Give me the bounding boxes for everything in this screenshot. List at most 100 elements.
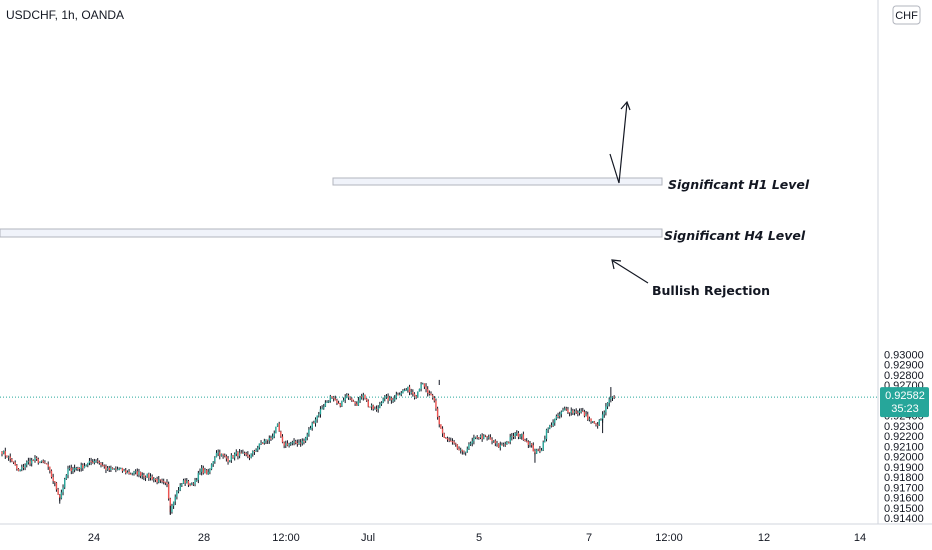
candle bbox=[200, 464, 203, 476]
candle bbox=[415, 394, 417, 399]
candle bbox=[229, 460, 231, 463]
candle bbox=[311, 421, 313, 431]
candle bbox=[582, 407, 584, 413]
candle bbox=[455, 442, 457, 447]
candle bbox=[318, 411, 320, 418]
candle bbox=[187, 479, 190, 488]
candle bbox=[257, 445, 259, 453]
candle bbox=[92, 459, 94, 464]
candle bbox=[67, 465, 69, 479]
candle bbox=[125, 468, 127, 475]
candle bbox=[425, 383, 427, 393]
candle bbox=[77, 466, 79, 472]
time-axis[interactable]: 24 28 12:00 Jul 5 7 12:00 12 14 bbox=[0, 523, 932, 544]
candle bbox=[285, 440, 287, 449]
candle bbox=[427, 386, 429, 397]
candle bbox=[14, 460, 16, 466]
candle bbox=[118, 467, 120, 471]
candle bbox=[248, 454, 251, 461]
price-tick-label: 0.91800 bbox=[884, 472, 924, 484]
candle bbox=[420, 382, 422, 392]
candle bbox=[590, 418, 592, 424]
candle bbox=[392, 397, 394, 403]
candle bbox=[151, 474, 153, 481]
candle bbox=[197, 470, 200, 484]
current-price-value: 0.92582 bbox=[885, 390, 925, 402]
candle bbox=[331, 395, 333, 399]
candle bbox=[336, 398, 338, 406]
candle bbox=[461, 449, 464, 455]
candle bbox=[120, 467, 122, 470]
candle bbox=[440, 424, 442, 429]
candle bbox=[281, 434, 284, 444]
price-tick-label: 0.91700 bbox=[884, 482, 924, 494]
candle bbox=[83, 462, 86, 469]
candle bbox=[106, 466, 109, 471]
candle bbox=[341, 400, 343, 407]
candle bbox=[29, 457, 31, 467]
candle bbox=[394, 395, 396, 402]
candle bbox=[163, 478, 165, 485]
candle bbox=[199, 468, 201, 475]
candle bbox=[479, 434, 482, 440]
candle bbox=[202, 465, 204, 475]
candle bbox=[184, 478, 186, 486]
candle bbox=[410, 388, 412, 395]
candle bbox=[446, 436, 449, 442]
candle bbox=[85, 464, 87, 467]
candle bbox=[598, 419, 600, 426]
candle bbox=[385, 394, 388, 399]
candle bbox=[544, 435, 546, 443]
candle bbox=[209, 468, 211, 475]
candle bbox=[395, 391, 398, 400]
candle bbox=[573, 409, 576, 416]
candle bbox=[133, 470, 135, 476]
candle bbox=[78, 467, 81, 472]
candle bbox=[262, 442, 264, 445]
candle bbox=[540, 447, 543, 452]
candle bbox=[507, 441, 510, 444]
candle bbox=[592, 421, 594, 424]
candle bbox=[21, 464, 23, 472]
candle bbox=[73, 464, 76, 473]
candle bbox=[488, 434, 490, 440]
current-price-badge: 0.92582 35:23 bbox=[880, 387, 929, 418]
candle bbox=[321, 405, 323, 410]
candle bbox=[375, 405, 378, 412]
candle bbox=[299, 439, 302, 447]
candle bbox=[295, 439, 297, 445]
candle bbox=[268, 435, 270, 444]
candle bbox=[494, 439, 497, 447]
candle bbox=[387, 393, 389, 404]
h4-level-zone bbox=[0, 228, 663, 238]
candle bbox=[328, 400, 330, 404]
candle bbox=[471, 437, 473, 447]
candle bbox=[596, 422, 599, 429]
candle bbox=[303, 438, 305, 445]
candle bbox=[398, 392, 401, 396]
candle bbox=[37, 457, 39, 465]
candle bbox=[441, 426, 444, 437]
candle bbox=[265, 439, 267, 445]
candle bbox=[115, 466, 117, 473]
candle bbox=[532, 442, 534, 452]
price-tick-label: 0.92100 bbox=[884, 441, 924, 453]
candle bbox=[219, 449, 221, 460]
candle bbox=[550, 422, 553, 428]
candle bbox=[542, 440, 544, 451]
candle bbox=[450, 437, 452, 442]
candle bbox=[448, 437, 450, 443]
candle bbox=[230, 453, 233, 463]
candle bbox=[62, 484, 64, 496]
candle bbox=[260, 440, 262, 445]
candle bbox=[237, 451, 239, 460]
currency-button-label: CHF bbox=[895, 10, 918, 22]
price-tick-label: 0.91500 bbox=[884, 503, 924, 515]
bullish-rejection-label: Bullish Rejection bbox=[652, 283, 770, 298]
candle bbox=[367, 399, 369, 408]
price-axis[interactable]: 0.930000.929000.928000.927000.926000.925… bbox=[877, 0, 932, 525]
candle bbox=[47, 461, 49, 470]
currency-button[interactable]: CHF bbox=[892, 5, 921, 25]
candle bbox=[205, 469, 208, 475]
